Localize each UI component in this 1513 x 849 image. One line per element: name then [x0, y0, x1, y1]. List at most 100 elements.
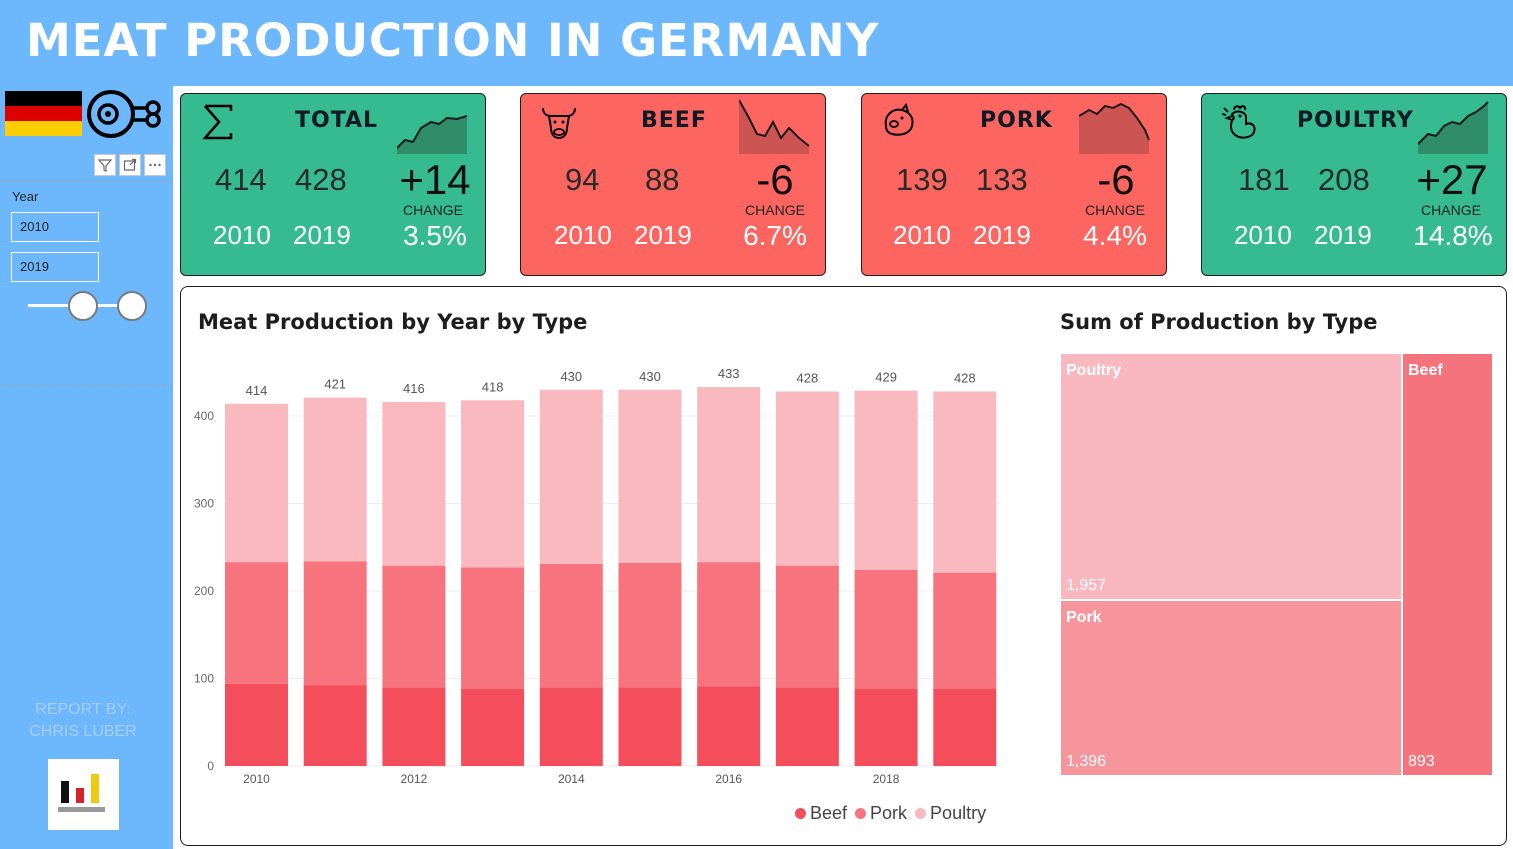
- end-year-input[interactable]: 2019: [11, 252, 99, 282]
- germany-flag-icon: [5, 91, 82, 136]
- bar-total-label: 433: [718, 366, 740, 381]
- header-bar: MEAT PRODUCTION IN GERMANY: [0, 0, 1513, 86]
- kpi-year-end: 2019: [1314, 220, 1372, 250]
- bar-segment-beef: [382, 687, 446, 766]
- treemap-cell-beef[interactable]: Beef 893: [1402, 353, 1493, 776]
- kpi-value-end: 133: [976, 162, 1028, 197]
- legend-label-pork: Pork: [870, 803, 908, 823]
- treemap-cell-poultry[interactable]: Poultry 1,957: [1060, 353, 1402, 600]
- bar-segment-poultry: [461, 400, 525, 568]
- sparkline: [739, 99, 810, 154]
- bar-segment-pork: [618, 563, 682, 688]
- bar-total-label: 428: [797, 371, 819, 386]
- sparkline: [1418, 101, 1489, 154]
- bar-segment-beef: [618, 687, 682, 766]
- legend-label-beef: Beef: [810, 803, 848, 823]
- bar-segment-pork: [382, 565, 446, 688]
- bar-total-label: 428: [954, 371, 976, 386]
- bar-segment-beef: [461, 689, 525, 766]
- range-slider-start-handle[interactable]: [68, 291, 98, 321]
- bar-segment-beef: [225, 683, 288, 766]
- kpi-change-pct: 14.8%: [1413, 220, 1493, 251]
- kpi-delta: +14: [399, 156, 471, 203]
- bar-segment-beef: [933, 689, 997, 766]
- range-slider-end-handle[interactable]: [117, 291, 147, 321]
- sidebar: Year 2010 2019 REPORT BY: CHRIS LUBER: [0, 86, 173, 849]
- bar-segment-pork: [461, 567, 525, 689]
- legend-item-poultry[interactable]: Poultry: [915, 803, 986, 824]
- bar-segment-beef: [697, 686, 761, 766]
- legend-item-pork[interactable]: Pork: [855, 803, 907, 824]
- kpi-name: PORK: [980, 108, 1053, 133]
- kpi-delta: +27: [1416, 156, 1488, 203]
- flag-stripe-gold: [5, 121, 82, 136]
- bar-total-label: 430: [639, 369, 661, 384]
- kpi-change-pct: 4.4%: [1083, 220, 1147, 251]
- kpi-change-pct: 3.5%: [403, 220, 467, 251]
- bar-total-label: 418: [482, 379, 504, 394]
- bar-segment-beef: [539, 687, 603, 766]
- slicer-label: Year: [12, 189, 39, 204]
- bar-segment-poultry: [303, 397, 367, 562]
- x-tick-label: 2018: [873, 772, 900, 786]
- sparkline: [1079, 102, 1150, 154]
- kpi-year-start: 2010: [893, 220, 951, 250]
- rooster-icon: [1221, 105, 1256, 139]
- bar-total-label: 430: [560, 369, 582, 384]
- year-slicer: Year 2010 2019: [0, 180, 173, 385]
- treemap-value: 1,957: [1066, 577, 1107, 594]
- stacked-bar-chart: 0 100 200 300 400 414 2010 421 416 2012 418 430 2014…: [194, 366, 1001, 786]
- y-tick-label: 300: [194, 497, 214, 511]
- bar-total-label: 429: [875, 370, 897, 385]
- kpi-year-start: 2010: [1234, 220, 1292, 250]
- bar-total-label: 421: [324, 377, 346, 392]
- flag-stripe-black: [5, 91, 82, 106]
- report-by-label: REPORT BY:: [35, 701, 131, 718]
- cow-icon: [542, 107, 576, 140]
- bar-segment-poultry: [697, 387, 761, 563]
- legend-item-beef[interactable]: Beef: [795, 803, 847, 824]
- kpi-value-start: 414: [215, 162, 267, 197]
- start-year-input[interactable]: 2010: [11, 212, 99, 242]
- kpi-change-label: CHANGE: [1085, 202, 1145, 218]
- bar-segment-poultry: [225, 403, 288, 563]
- kpi-change-label: CHANGE: [403, 202, 463, 218]
- kpi-name: BEEF: [641, 108, 707, 133]
- treemap-chart: Poultry 1,957 Pork 1,396 Beef 893: [1060, 353, 1493, 776]
- kpi-name: TOTAL: [295, 108, 379, 133]
- chart-legend: Beef Pork Poultry: [795, 803, 986, 824]
- bar-segment-pork: [697, 562, 761, 687]
- page-title: MEAT PRODUCTION IN GERMANY: [26, 14, 880, 67]
- kpi-name: POULTRY: [1297, 108, 1414, 133]
- bar-segment-beef: [303, 685, 367, 766]
- bar-segment-poultry: [933, 391, 997, 573]
- more-options-icon[interactable]: [144, 154, 166, 176]
- focus-mode-icon[interactable]: [119, 154, 141, 176]
- report-credit: REPORT BY: CHRIS LUBER: [0, 699, 166, 743]
- kpi-year-start: 2010: [554, 220, 612, 250]
- kpi-change-label: CHANGE: [1421, 202, 1481, 218]
- treemap-title: Sum of Production by Type: [1060, 310, 1378, 334]
- bar-segment-pork: [933, 572, 997, 689]
- kpi-change-label: CHANGE: [745, 202, 805, 218]
- bar-segment-beef: [854, 689, 918, 766]
- legend-swatch-beef: [795, 808, 806, 819]
- kpi-value-end: 208: [1318, 162, 1370, 197]
- treemap-value: 893: [1408, 753, 1435, 770]
- filter-icon[interactable]: [94, 154, 116, 176]
- kpi-delta: -6: [756, 156, 794, 203]
- report-author: CHRIS LUBER: [29, 723, 137, 740]
- treemap-cell-pork[interactable]: Pork 1,396: [1060, 600, 1402, 776]
- kpi-value-end: 428: [295, 162, 347, 197]
- bar-segment-pork: [854, 570, 918, 689]
- bar-chart-title: Meat Production by Year by Type: [198, 310, 588, 334]
- bar-segment-poultry: [775, 391, 839, 566]
- kpi-year-start: 2010: [213, 220, 271, 250]
- bar-segment-beef: [775, 687, 839, 766]
- treemap-value: 1,396: [1066, 753, 1107, 770]
- treemap-label: Pork: [1066, 609, 1102, 626]
- kpi-value-start: 94: [565, 162, 600, 197]
- pig-icon: [884, 102, 914, 136]
- bar-segment-pork: [539, 563, 603, 688]
- y-tick-label: 100: [194, 672, 214, 686]
